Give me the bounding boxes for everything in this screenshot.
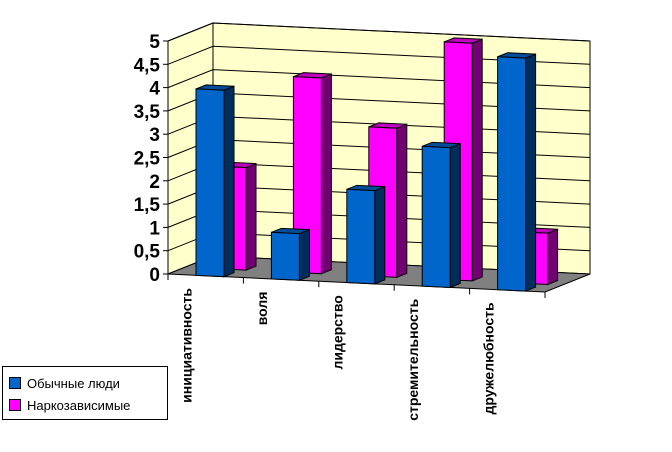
bar-front (292, 76, 322, 275)
x-tick-label: стремительность (405, 298, 421, 420)
bar (292, 72, 332, 275)
y-tick-label: 5 (149, 32, 160, 53)
legend-item-series-2: Наркозависимые (9, 396, 130, 414)
bar-side (471, 38, 483, 282)
y-tick-label: 3 (149, 125, 160, 146)
bar-front (270, 231, 300, 281)
bar-side (245, 162, 257, 271)
y-tick-label: 2,5 (134, 149, 161, 170)
bar (195, 84, 235, 278)
y-tick-label: 0 (149, 265, 160, 286)
bar-front (421, 145, 451, 288)
y-axis: 00,5 11,522,5 33,54 4,55 (134, 32, 168, 286)
x-tick-label: инициативность (179, 288, 195, 403)
bar-front (497, 56, 527, 292)
bar-front (195, 88, 225, 278)
x-axis: инициативность воля лидерство стремительнос… (167, 274, 546, 421)
x-tick-label: дружелюбность (480, 302, 496, 415)
gridline (167, 22, 591, 42)
legend-swatch (9, 377, 21, 389)
y-tick-label: 4,5 (134, 55, 161, 76)
legend-label: Наркозависимые (27, 397, 131, 413)
y-tick-label: 1,5 (134, 195, 161, 216)
bar-side (374, 185, 386, 285)
bar-front (346, 188, 376, 285)
legend-label: Обычные люди (27, 375, 120, 391)
bar (497, 52, 537, 292)
bar-side (320, 73, 332, 275)
bar-side (547, 228, 559, 286)
bar-side (449, 142, 461, 289)
bar-side (223, 85, 235, 278)
x-tick-label: лидерство (330, 295, 346, 369)
bar-side (298, 228, 310, 282)
legend-item-series-1: Обычные люди (9, 374, 120, 392)
y-tick-label: 0,5 (134, 242, 161, 263)
legend: Обычные люди Наркозависимые (2, 366, 168, 420)
bars (195, 37, 559, 292)
bar (346, 184, 386, 285)
bar-side (396, 123, 408, 279)
x-tick-label: воля (254, 292, 270, 326)
legend-swatch (9, 399, 21, 411)
y-tick-label: 3,5 (134, 102, 161, 123)
y-tick-label: 2 (149, 172, 160, 193)
bar (421, 141, 461, 289)
y-tick-label: 4 (149, 79, 160, 100)
y-tick-label: 1 (149, 218, 160, 239)
bar-side (525, 53, 537, 292)
bar (270, 227, 310, 282)
